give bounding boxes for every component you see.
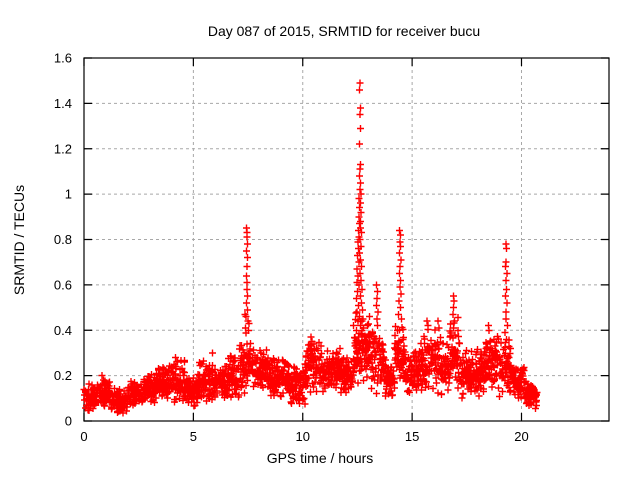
x-tick-label: 15 [405,429,419,444]
data-points-layer [80,79,541,417]
y-axis-label: SRMTID / TECUs [11,185,27,295]
chart-title: Day 087 of 2015, SRMTID for receiver buc… [208,23,480,39]
y-tick-label: 0.2 [54,368,72,383]
tick-marks-path [83,57,609,422]
y-tick-label: 1.2 [54,141,72,156]
y-tick-label: 0.4 [54,323,72,338]
x-axis-label: GPS time / hours [267,450,374,466]
y-tick-label: 1 [65,187,72,202]
x-tick-label: 20 [514,429,528,444]
x-tick-label: 0 [80,429,87,444]
grid-path [84,58,609,421]
x-tick-label: 5 [190,429,197,444]
x-tick-labels: 0 5 10 15 20 [80,429,528,444]
data-points-path [80,79,541,417]
y-tick-labels: 0 0.2 0.4 0.6 0.8 1 1.2 1.4 1.6 [54,51,72,429]
y-tick-label: 0.8 [54,232,72,247]
y-tick-label: 1.4 [54,96,72,111]
tick-marks [83,57,609,422]
y-tick-label: 0 [65,414,72,429]
grid-lines [84,58,609,421]
y-tick-label: 0.6 [54,277,72,292]
x-tick-label: 10 [296,429,310,444]
y-tick-label: 1.6 [54,51,72,66]
